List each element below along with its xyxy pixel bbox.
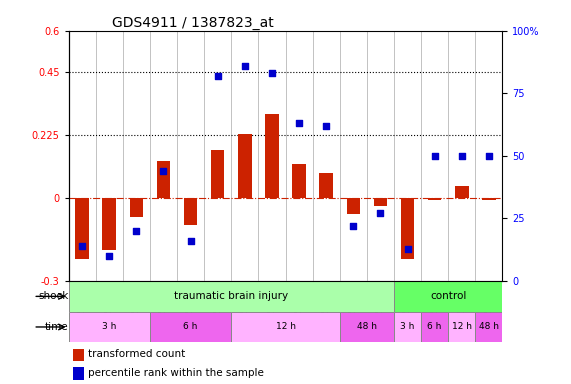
Bar	[313, 31, 340, 281]
Point	[213, 73, 222, 79]
Bar	[455, 187, 469, 198]
Bar	[96, 31, 123, 281]
Bar	[150, 312, 231, 342]
Point	[78, 243, 87, 249]
Point	[430, 153, 439, 159]
Point	[186, 238, 195, 244]
Text: percentile rank within the sample: percentile rank within the sample	[88, 368, 264, 378]
Bar	[482, 198, 496, 200]
Bar	[69, 31, 96, 281]
Text: 12 h: 12 h	[452, 323, 472, 331]
Text: 48 h: 48 h	[479, 323, 499, 331]
Bar	[421, 312, 448, 342]
Text: time: time	[45, 322, 69, 332]
Bar	[150, 31, 177, 281]
Bar	[475, 31, 502, 281]
Point	[403, 245, 412, 252]
Bar	[231, 312, 340, 342]
Bar	[231, 31, 258, 281]
Bar	[292, 164, 306, 198]
Point	[240, 63, 250, 69]
Bar	[347, 198, 360, 214]
Bar	[69, 281, 394, 312]
Text: 3 h: 3 h	[102, 323, 116, 331]
Point	[321, 123, 331, 129]
Text: traumatic brain injury: traumatic brain injury	[174, 291, 288, 301]
Point	[376, 210, 385, 217]
Bar	[394, 312, 421, 342]
Bar	[69, 312, 150, 342]
Point	[267, 70, 276, 76]
Text: shock: shock	[38, 291, 69, 301]
Bar	[73, 349, 84, 361]
Bar	[448, 312, 476, 342]
Point	[457, 153, 467, 159]
Point	[349, 223, 358, 229]
Bar	[401, 198, 415, 259]
Bar	[156, 161, 170, 198]
Text: GDS4911 / 1387823_at: GDS4911 / 1387823_at	[112, 16, 274, 30]
Bar	[73, 367, 84, 380]
Bar	[340, 31, 367, 281]
Bar	[265, 114, 279, 198]
Text: 48 h: 48 h	[357, 323, 377, 331]
Bar	[211, 150, 224, 198]
Bar	[130, 198, 143, 217]
Text: transformed count: transformed count	[88, 349, 186, 359]
Bar	[102, 198, 116, 250]
Bar	[319, 172, 333, 198]
Bar	[184, 198, 198, 225]
Bar	[340, 312, 394, 342]
Point	[132, 228, 141, 234]
Bar	[367, 31, 394, 281]
Bar	[286, 31, 313, 281]
Bar	[204, 31, 231, 281]
Bar	[448, 31, 476, 281]
Point	[104, 253, 114, 259]
Bar	[394, 31, 421, 281]
Text: 12 h: 12 h	[275, 323, 296, 331]
Point	[484, 153, 493, 159]
Bar	[177, 31, 204, 281]
Text: 6 h: 6 h	[428, 323, 442, 331]
Text: 3 h: 3 h	[400, 323, 415, 331]
Bar	[475, 312, 502, 342]
Bar	[373, 198, 387, 206]
Text: 6 h: 6 h	[183, 323, 198, 331]
Point	[159, 168, 168, 174]
Text: control: control	[430, 291, 467, 301]
Bar	[428, 198, 441, 200]
Bar	[123, 31, 150, 281]
Point	[295, 120, 304, 126]
Bar	[75, 198, 89, 259]
Bar	[394, 281, 502, 312]
Bar	[421, 31, 448, 281]
Bar	[238, 134, 252, 198]
Bar	[258, 31, 286, 281]
